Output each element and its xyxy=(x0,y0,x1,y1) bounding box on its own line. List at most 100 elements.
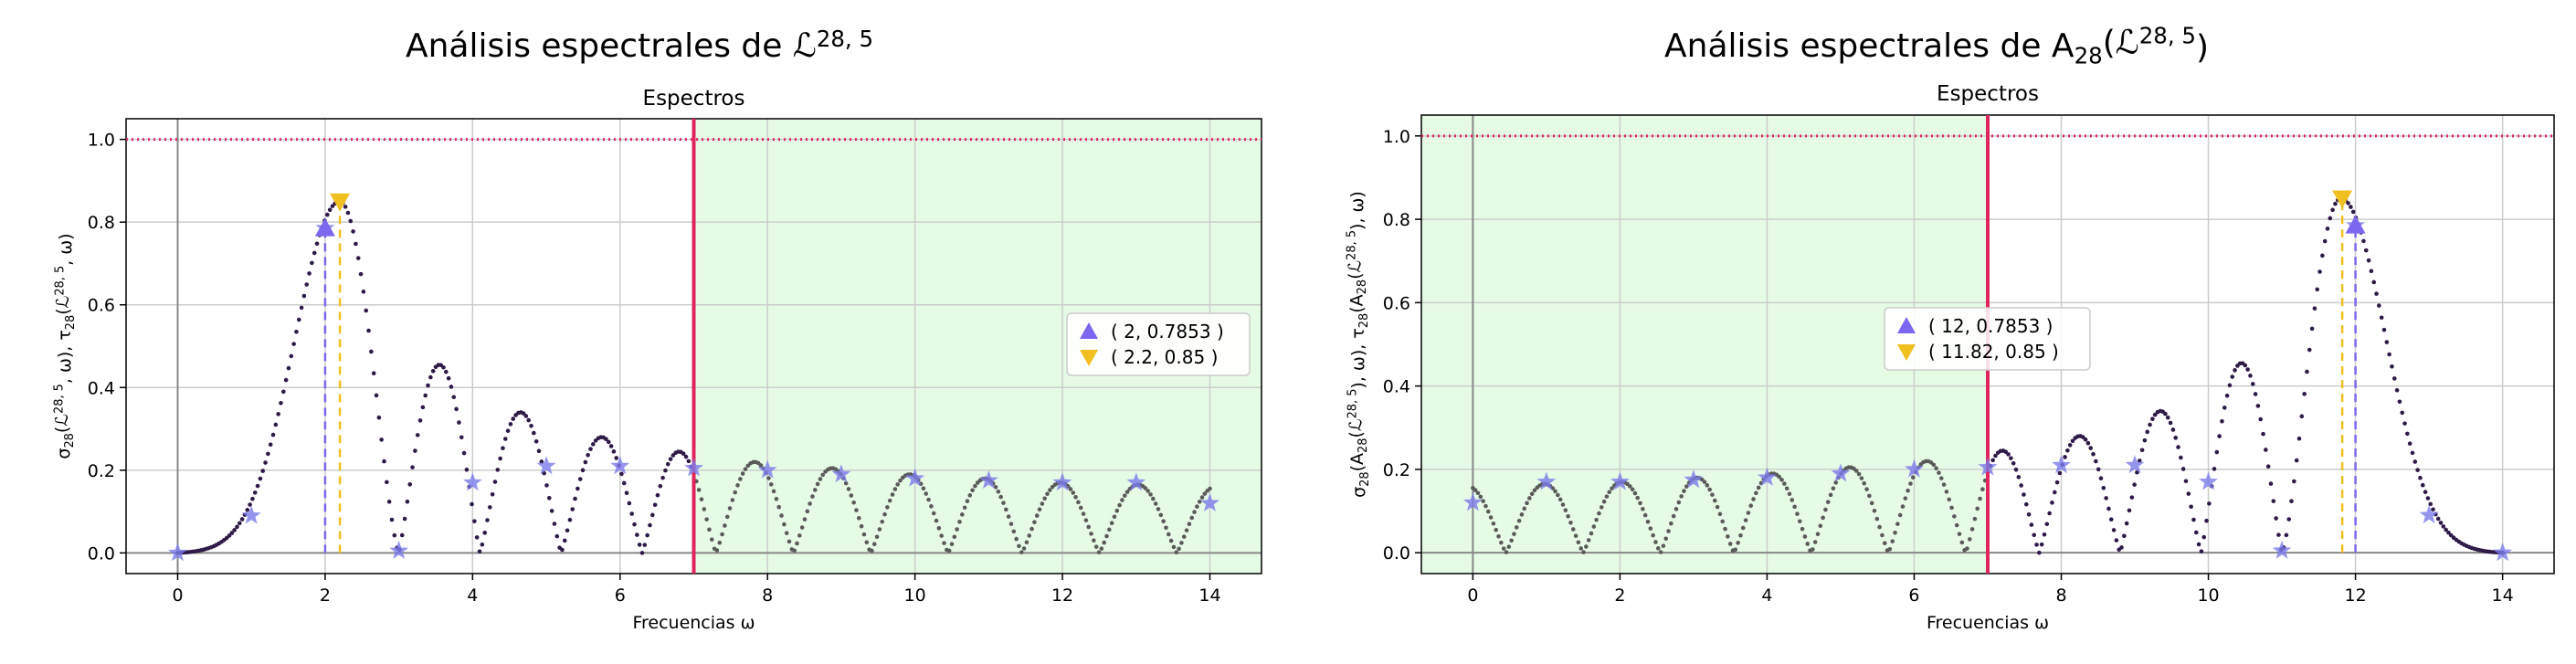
curve-point xyxy=(699,497,704,501)
legend-entry-label: ( 11.82, 0.85 ) xyxy=(1928,341,2059,363)
curve-point xyxy=(1702,480,1707,484)
y-tick-label: 0.4 xyxy=(88,378,115,398)
legend: ( 12, 0.7853 ) ( 11.82, 0.85 ) xyxy=(1884,307,2091,371)
curve-point xyxy=(1800,526,1805,532)
curve-point xyxy=(2189,504,2193,510)
curve-point xyxy=(2011,460,2016,466)
curve-point xyxy=(2191,517,2196,522)
curve-point xyxy=(1789,498,1795,502)
curve-point xyxy=(1795,511,1800,516)
curve-point xyxy=(686,458,692,464)
x-tick-label: 14 xyxy=(1198,585,1220,606)
curve-point xyxy=(1877,524,1882,530)
curve-point xyxy=(358,271,364,277)
curve-point xyxy=(263,460,268,465)
curve-point xyxy=(1787,491,1792,497)
curve-point xyxy=(2294,458,2299,463)
star-point xyxy=(1684,469,1704,489)
curve-point xyxy=(2284,532,2289,538)
curve-point xyxy=(508,422,513,427)
curve-point xyxy=(1607,490,1612,495)
curve-point xyxy=(2139,448,2145,453)
curve-point xyxy=(926,497,931,502)
curve-point xyxy=(1093,544,1099,549)
star-point xyxy=(978,470,998,489)
curve-point xyxy=(2286,517,2292,522)
y-tick-label: 0.0 xyxy=(88,543,115,564)
curve-point xyxy=(1081,511,1086,516)
curve-point xyxy=(1202,491,1208,496)
curve-point xyxy=(1784,486,1789,491)
legend-triangle-down-icon xyxy=(1897,344,1916,361)
curve-point xyxy=(2397,399,2402,405)
curve-point xyxy=(766,476,771,480)
curve-point xyxy=(343,205,348,209)
curve-point xyxy=(544,483,549,488)
curve-point xyxy=(547,495,552,501)
curve-point xyxy=(1120,498,1124,502)
curve-point xyxy=(730,498,735,502)
curve-point xyxy=(1478,494,1483,500)
curve-point xyxy=(270,432,276,437)
curve-point xyxy=(1802,534,1808,539)
curve-point xyxy=(1078,505,1083,511)
curve-point xyxy=(229,531,235,535)
curve-point xyxy=(1573,533,1578,539)
curve-point xyxy=(238,521,242,526)
curve-point xyxy=(2441,524,2446,529)
curve-point xyxy=(260,469,266,473)
curve-point xyxy=(1805,542,1811,546)
star-point xyxy=(1126,472,1146,491)
curve-point xyxy=(2271,499,2276,503)
curve-point xyxy=(1197,500,1202,504)
curve-point xyxy=(1029,526,1034,532)
curve-point xyxy=(526,417,531,423)
curve-point xyxy=(2006,452,2011,457)
curve-point xyxy=(2083,437,2088,442)
curve-point xyxy=(511,416,516,421)
curve-point xyxy=(389,517,395,522)
curve-point xyxy=(299,305,304,311)
curve-point xyxy=(2250,382,2255,386)
curve-point xyxy=(245,508,250,512)
curve-point xyxy=(1556,492,1560,498)
curve-point xyxy=(1967,537,1972,542)
curve-point xyxy=(361,290,366,294)
curve-point xyxy=(2163,411,2168,416)
curve-point xyxy=(2435,516,2441,522)
curve-point xyxy=(1519,512,1525,517)
curve-point xyxy=(818,477,823,481)
curve-point xyxy=(802,517,808,522)
curve-point xyxy=(795,541,799,546)
curve-point xyxy=(415,433,420,437)
curve-point xyxy=(1184,528,1189,532)
curve-point xyxy=(2444,527,2448,532)
curve-point xyxy=(1179,541,1184,545)
star-point xyxy=(610,456,630,475)
curve-point xyxy=(648,522,652,528)
curve-point xyxy=(2176,445,2180,449)
curve-point xyxy=(1601,499,1607,504)
curve-point xyxy=(1705,483,1710,488)
curve-point xyxy=(392,532,397,538)
curve-point xyxy=(580,468,586,473)
curve-point xyxy=(996,489,1001,494)
curve-point xyxy=(1483,503,1488,509)
curve-point xyxy=(683,454,689,459)
curve-point xyxy=(355,256,361,260)
curve-point xyxy=(924,491,929,496)
curve-point xyxy=(2423,490,2428,494)
curve-point xyxy=(2148,422,2152,427)
curve-point xyxy=(2412,459,2418,464)
triangle-up-marker xyxy=(314,217,335,237)
star-point xyxy=(1831,463,1851,482)
curve-point xyxy=(758,463,764,468)
curve-point xyxy=(1978,496,1982,501)
curve-point xyxy=(2265,464,2271,469)
curve-point xyxy=(420,405,426,410)
curve-point xyxy=(1821,515,1825,521)
y-tick-label: 1.0 xyxy=(88,131,115,151)
curve-point xyxy=(799,525,805,530)
curve-point xyxy=(2111,528,2117,532)
curve-point xyxy=(2114,538,2119,543)
